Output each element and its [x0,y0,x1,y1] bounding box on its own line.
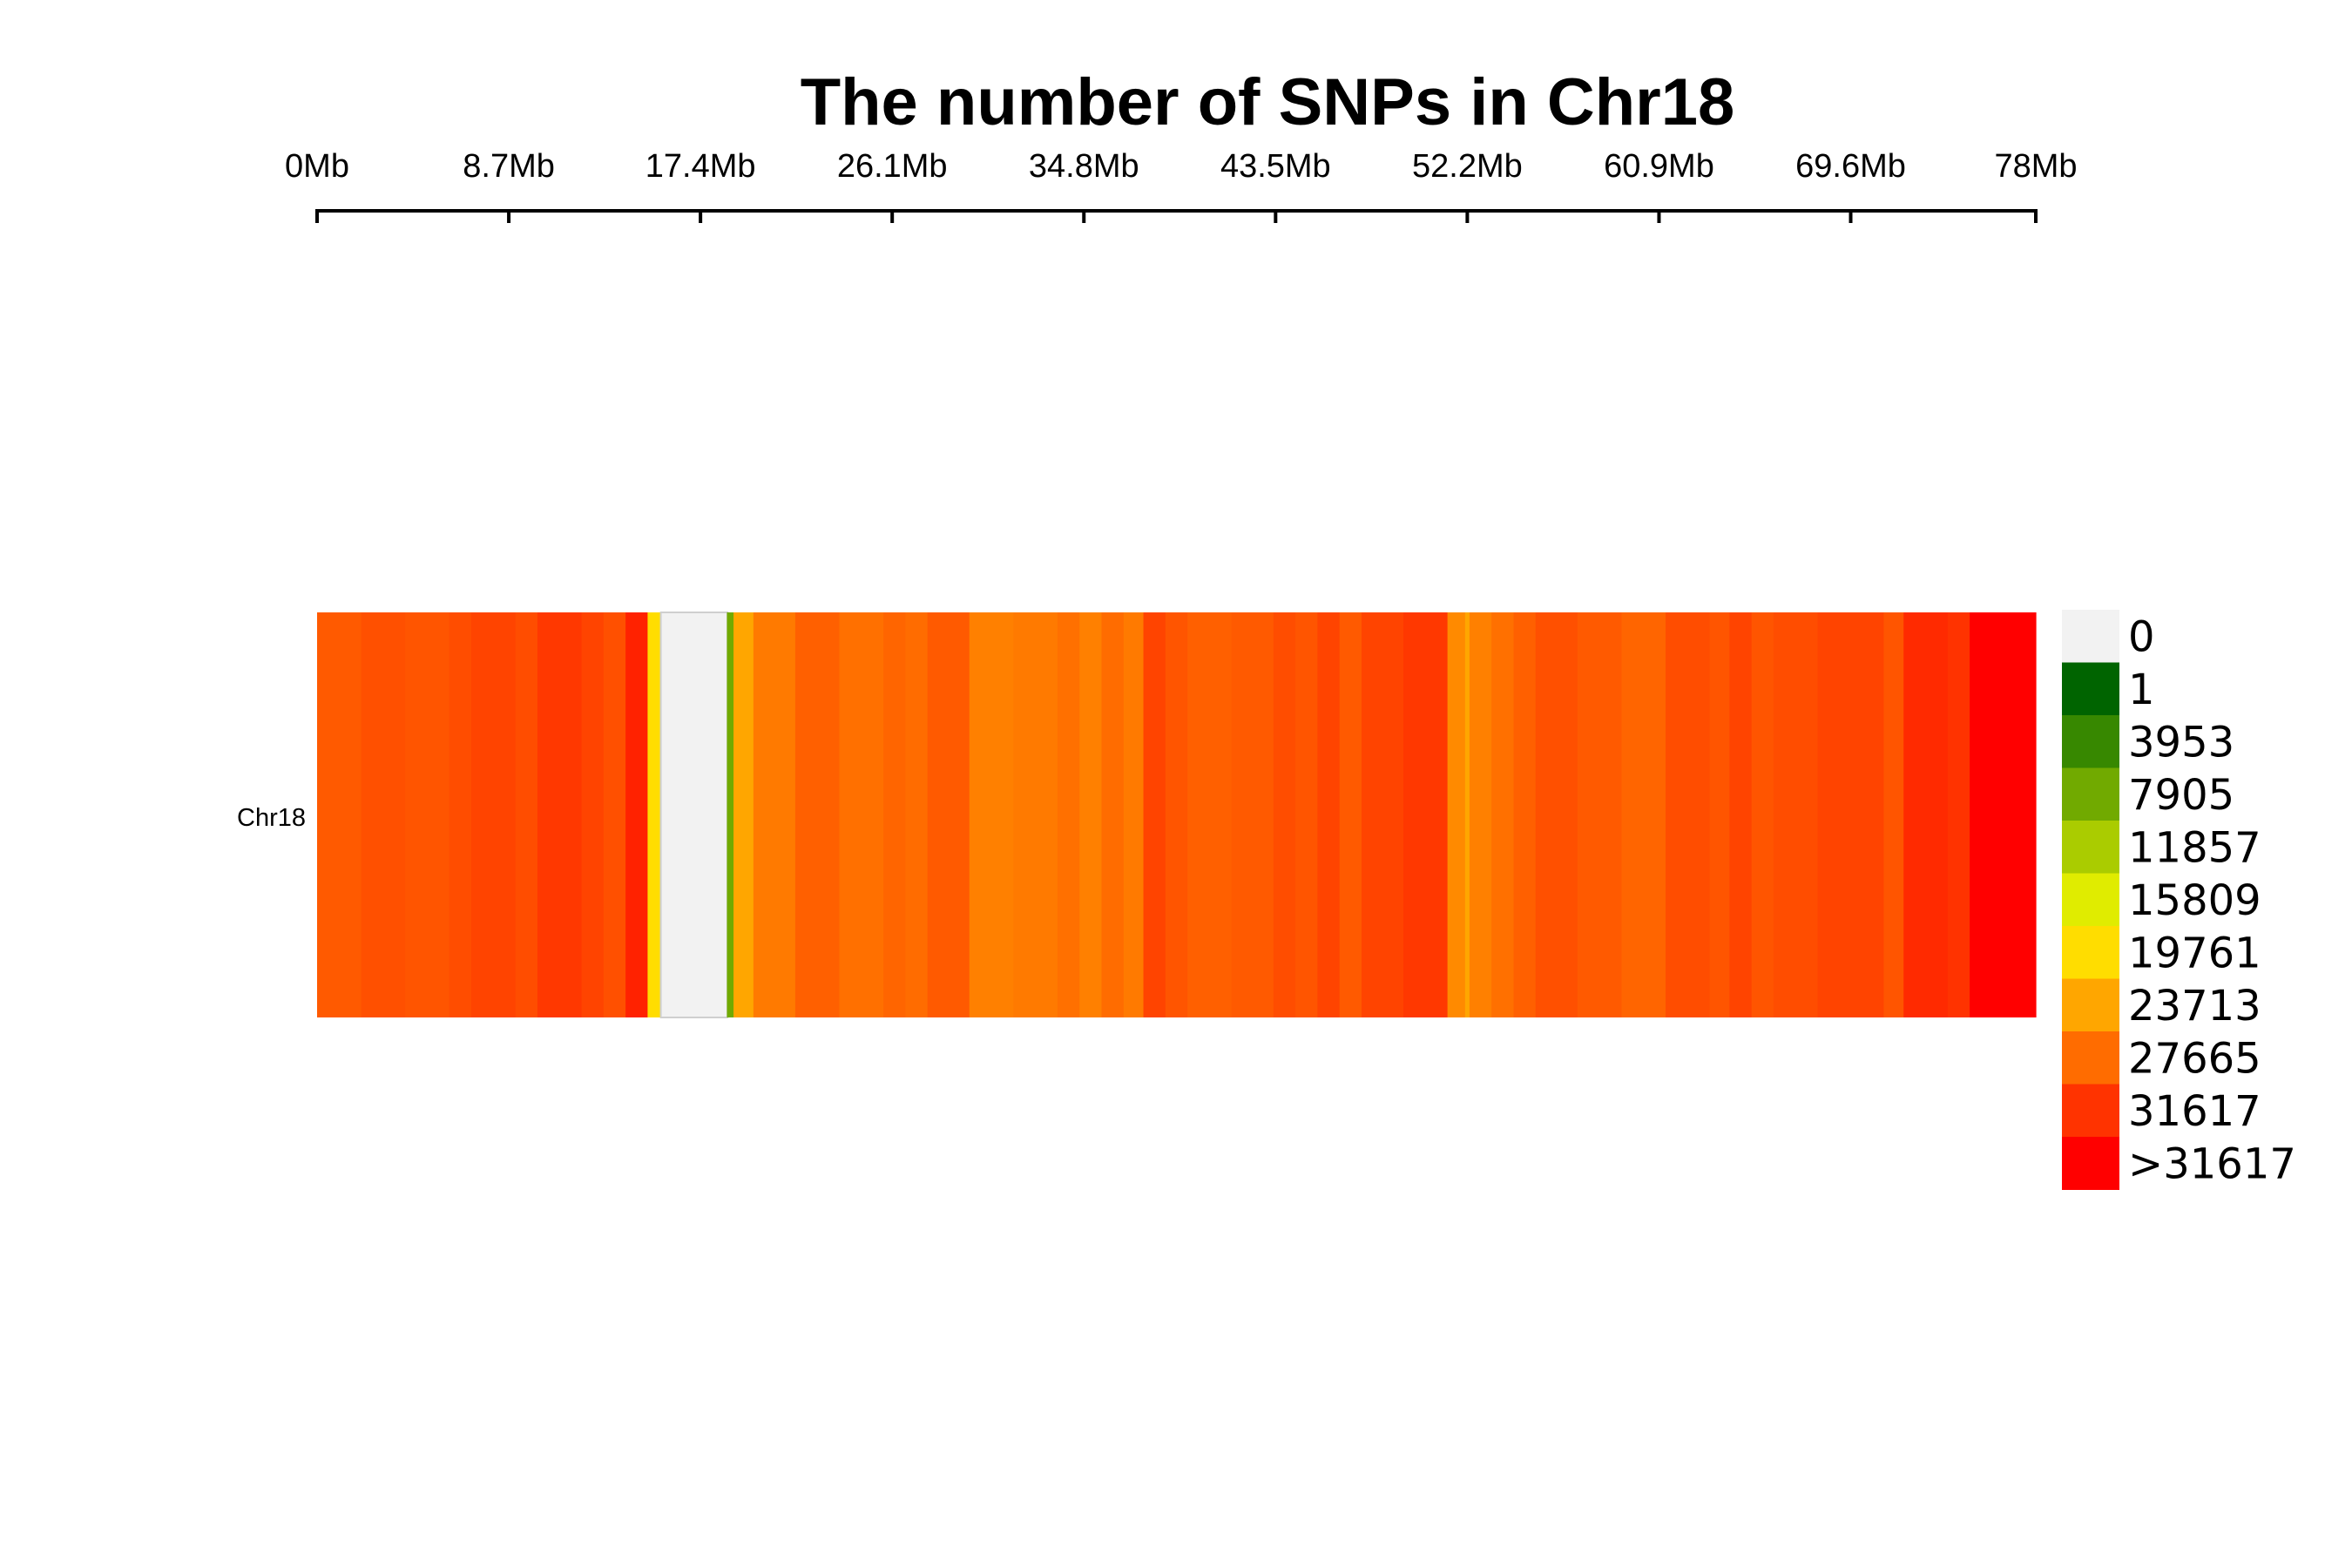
legend-swatch [2062,662,2119,716]
x-tick-label: 60.9Mb [1604,148,1714,185]
heatmap-bin [905,612,929,1017]
heatmap-bin [733,612,754,1017]
heatmap-bin [405,612,450,1017]
heatmap-bin [1317,612,1341,1017]
x-tick-label: 26.1Mb [837,148,948,185]
heatmap-bin [1729,612,1753,1017]
x-tick-label: 17.4Mb [645,148,756,185]
heatmap-bin [537,612,583,1017]
heatmap-bin [969,612,1014,1017]
heatmap-bin [515,612,538,1017]
heatmap-bin [361,612,406,1017]
legend-swatch [2062,610,2119,663]
heatmap-bin [1057,612,1080,1017]
legend-label: 15809 [2128,876,2261,925]
legend-swatch [2062,926,2119,979]
heatmap-bin [1101,612,1125,1017]
legend-label: 19761 [2128,929,2261,977]
heatmap-bin [1165,612,1188,1017]
heatmap-bin [1903,612,1949,1017]
heatmap-bin [1709,612,1731,1017]
x-tick-label: 0Mb [285,148,349,185]
legend-label: 7905 [2128,771,2234,820]
chart-title: The number of SNPs in Chr18 [801,65,1735,139]
heatmap-bin [1013,612,1058,1017]
heatmap-bin [581,612,605,1017]
legend-label: 11857 [2128,823,2261,872]
heatmap-bin [1817,612,1885,1017]
heatmap-bin [647,612,662,1017]
x-tick-label: 52.2Mb [1412,148,1523,185]
heatmap-bin [1464,612,1470,1017]
heatmap-bin [1079,612,1103,1017]
legend-label: 1 [2128,666,2155,714]
heatmap-bin [317,612,362,1017]
legend-label: 0 [2128,612,2155,661]
legend-label: 27665 [2128,1034,2261,1083]
heatmap-bin [1231,612,1274,1017]
heatmap-bin [1491,612,1515,1017]
legend-swatch [2062,715,2119,768]
legend-label: 3953 [2128,718,2234,767]
heatmap-bin [1621,612,1666,1017]
legend-swatch [2062,767,2119,821]
heatmap-bin [1947,612,1970,1017]
heatmap-bin [727,612,734,1017]
heatmap-bin [839,612,884,1017]
legend-label: 31617 [2128,1087,2261,1136]
legend-swatch [2062,1031,2119,1085]
x-tick-label: 43.5Mb [1220,148,1331,185]
heatmap-bin [927,612,970,1017]
heatmap-bin [1577,612,1623,1017]
heatmap-bin [471,612,517,1017]
x-axis: 0Mb 8.7Mb 17.4Mb 26.1Mb 34.8Mb 43.5Mb 52.2Mb 60… [285,148,2078,223]
heatmap-bin [1361,612,1404,1017]
heatmap-bin [1970,612,2037,1017]
x-tick-label: 8.7Mb [463,148,555,185]
heatmap-bin [794,612,841,1017]
legend-label: >31617 [2128,1139,2296,1188]
heatmap-bin [1273,612,1296,1017]
heatmap-bin [1666,612,1711,1017]
x-tick-label: 69.6Mb [1795,148,1906,185]
heatmap-bin [1469,612,1492,1017]
heatmap-bin [753,612,796,1017]
legend-swatch [2062,978,2119,1032]
heatmap-bin [1447,612,1466,1017]
heatmap-bin [1883,612,1904,1017]
heatmap-bin [1403,612,1449,1017]
heatmap-bin [883,612,906,1017]
heatmap-bin [1513,612,1537,1017]
legend-swatch [2062,873,2119,927]
chromosome-label: Chr18 [237,804,306,832]
heatmap-bin [1143,612,1166,1017]
heatmap-bin [1295,612,1318,1017]
x-tick-label: 78Mb [1994,148,2077,185]
heatmap-bin [603,612,626,1017]
heatmap-bin [659,612,729,1018]
legend-swatch [2062,1084,2119,1138]
heatmap-bin [1773,612,1819,1017]
x-tick-label: 34.8Mb [1029,148,1139,185]
legend-swatch [2062,1137,2119,1190]
heatmap-bin [1535,612,1578,1017]
heatmap-bin [1187,612,1233,1017]
heatmap-bin [1751,612,1774,1017]
legend-label: 23713 [2128,982,2261,1031]
heatmap-bin [1339,612,1362,1017]
heatmap-bin [449,612,472,1017]
legend-swatch [2062,821,2119,874]
heatmap-bin [1123,612,1145,1017]
heatmap-bin [625,612,649,1017]
heatmap-strip [317,612,2037,1018]
